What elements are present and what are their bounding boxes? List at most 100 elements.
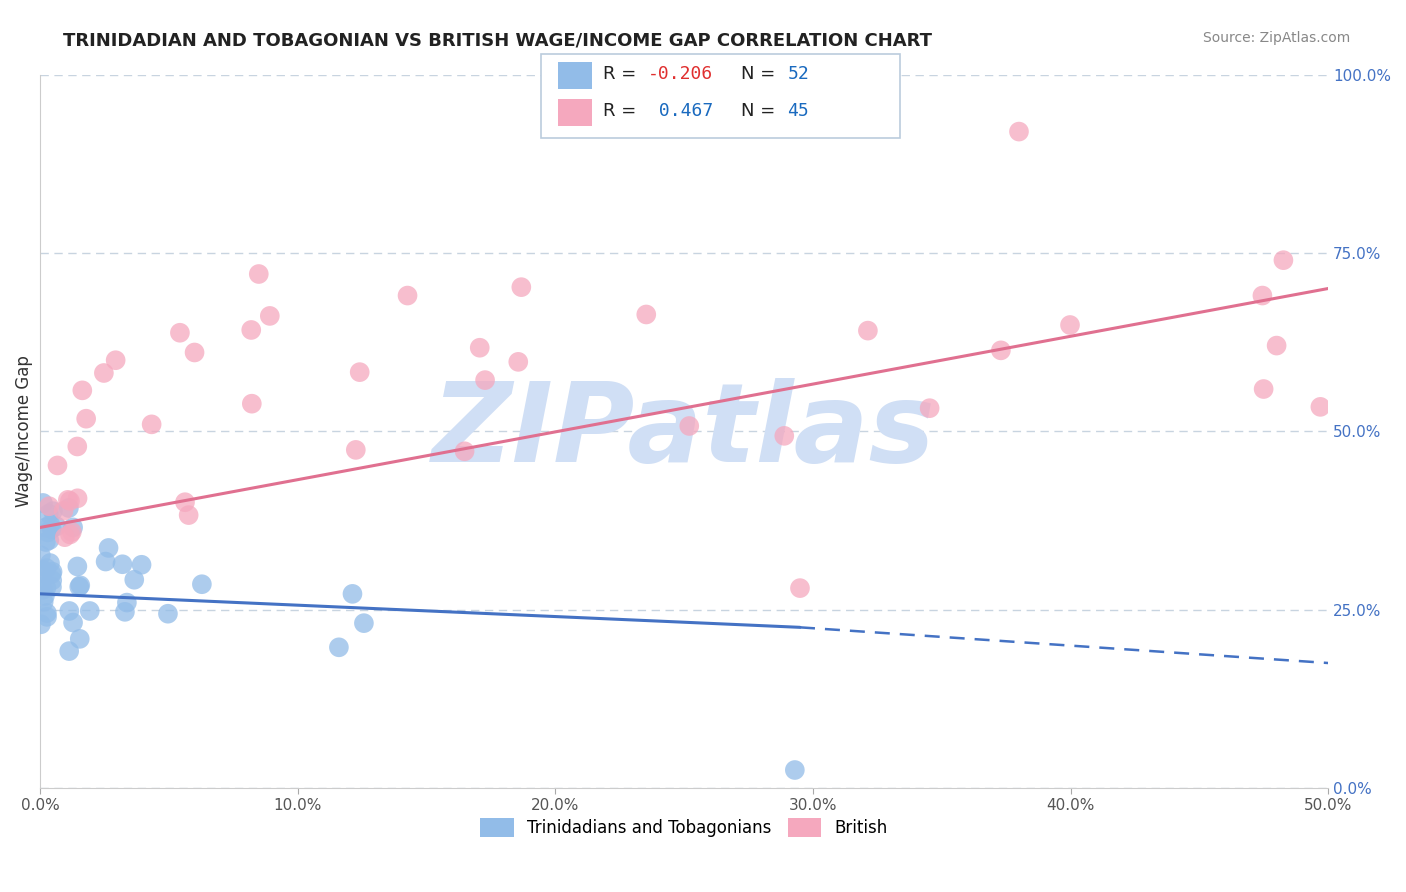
Legend: Trinidadians and Tobagonians, British: Trinidadians and Tobagonians, British [474, 811, 894, 844]
Point [636, 308, 658, 322]
Text: -0.206: -0.206 [648, 65, 713, 83]
Point [1251, 288, 1274, 302]
Point [1253, 382, 1275, 396]
Point [35, 606, 58, 620]
Point [328, 640, 350, 655]
Point [35, 581, 58, 595]
Point [59, 527, 82, 541]
Point [114, 605, 136, 619]
Point [35, 610, 58, 624]
Point [1272, 253, 1295, 268]
Point [678, 419, 700, 434]
Point [60, 524, 83, 539]
Point [58, 644, 80, 658]
Point [67, 580, 90, 594]
Point [41, 565, 63, 579]
Point [58, 501, 80, 516]
Point [35, 561, 58, 575]
Point [38, 533, 60, 548]
Point [344, 442, 367, 457]
Point [30, 580, 52, 594]
Point [53, 530, 76, 544]
Text: TRINIDADIAN AND TOBAGONIAN VS BRITISH WAGE/INCOME GAP CORRELATION CHART: TRINIDADIAN AND TOBAGONIAN VS BRITISH WA… [63, 31, 932, 49]
Text: R =: R = [603, 103, 643, 120]
Point [41, 580, 63, 594]
Point [111, 558, 134, 572]
Point [474, 373, 496, 387]
Point [38, 500, 60, 514]
Point [115, 596, 138, 610]
Point [41, 567, 63, 582]
Point [34, 589, 56, 603]
Point [990, 343, 1012, 358]
Point [1008, 125, 1031, 139]
Text: Source: ZipAtlas.com: Source: ZipAtlas.com [1202, 31, 1350, 45]
Point [69, 578, 91, 592]
Point [918, 401, 941, 416]
Point [30, 566, 52, 581]
Point [349, 365, 371, 379]
Point [122, 573, 145, 587]
Point [62, 520, 84, 534]
Point [104, 353, 127, 368]
Point [52, 504, 75, 518]
Point [156, 607, 179, 621]
Point [1265, 338, 1288, 352]
Point [353, 616, 375, 631]
Point [856, 324, 879, 338]
Point [342, 587, 364, 601]
Point [789, 581, 811, 595]
Point [510, 280, 533, 294]
Point [79, 604, 101, 618]
Point [37, 525, 59, 540]
Point [1059, 318, 1081, 332]
Point [59, 494, 82, 508]
Point [72, 384, 94, 398]
Point [468, 341, 491, 355]
Point [773, 429, 796, 443]
Point [240, 397, 263, 411]
Text: N =: N = [741, 65, 780, 83]
Point [93, 366, 115, 380]
Point [34, 520, 56, 534]
Point [131, 558, 153, 572]
Point [42, 504, 65, 518]
Point [783, 763, 806, 777]
Point [45, 519, 67, 533]
Point [191, 577, 214, 591]
Point [177, 508, 200, 522]
Point [30, 549, 52, 563]
Point [66, 559, 89, 574]
Point [39, 517, 62, 532]
Point [58, 604, 80, 618]
Point [31, 582, 53, 597]
Point [1309, 400, 1331, 414]
Point [259, 309, 281, 323]
Point [396, 288, 419, 302]
Point [169, 326, 191, 340]
Point [62, 615, 84, 630]
Y-axis label: Wage/Income Gap: Wage/Income Gap [15, 355, 32, 508]
Point [174, 495, 197, 509]
Point [247, 267, 270, 281]
Text: 52: 52 [787, 65, 808, 83]
Point [32, 496, 55, 510]
Point [56, 492, 79, 507]
Point [453, 444, 475, 458]
Point [75, 411, 97, 425]
Point [69, 632, 91, 646]
Text: 0.467: 0.467 [648, 103, 713, 120]
Point [508, 355, 530, 369]
Point [141, 417, 163, 432]
Text: ZIPatlas: ZIPatlas [432, 377, 936, 484]
Text: R =: R = [603, 65, 643, 83]
Point [35, 535, 58, 549]
Point [32, 595, 55, 609]
Point [39, 556, 62, 570]
Point [38, 507, 60, 521]
Point [97, 541, 120, 555]
Point [94, 555, 117, 569]
Point [183, 345, 205, 359]
Point [30, 617, 52, 632]
Point [66, 440, 89, 454]
